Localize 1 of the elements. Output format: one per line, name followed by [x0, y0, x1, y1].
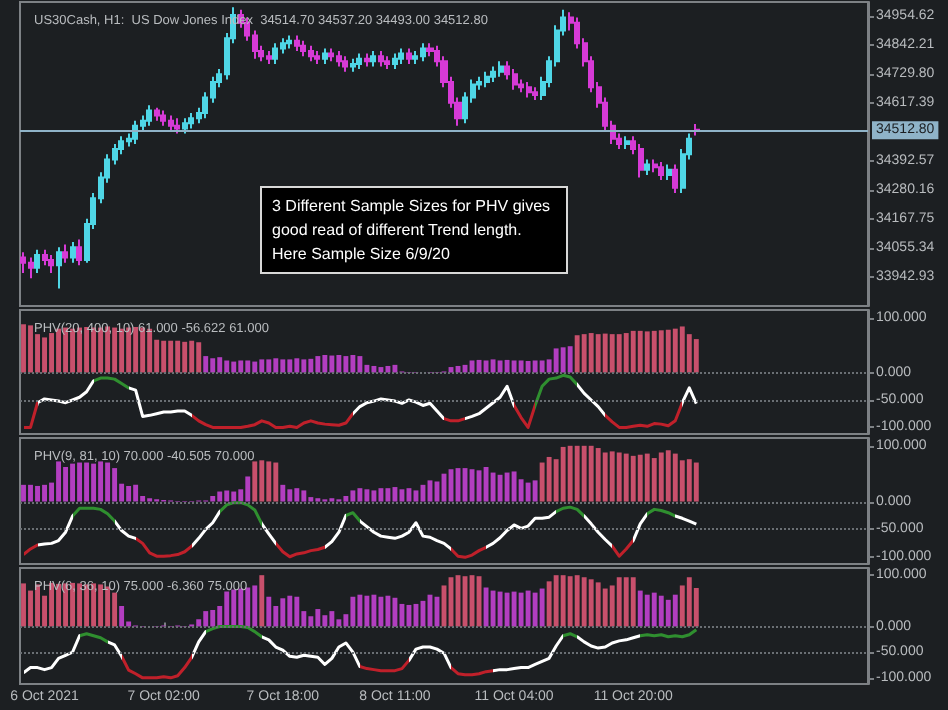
annotation: 3 Different Sample Sizes for PHV gives good read of different Trend length. Here Sample Size 6/9/20 — [272, 197, 555, 263]
